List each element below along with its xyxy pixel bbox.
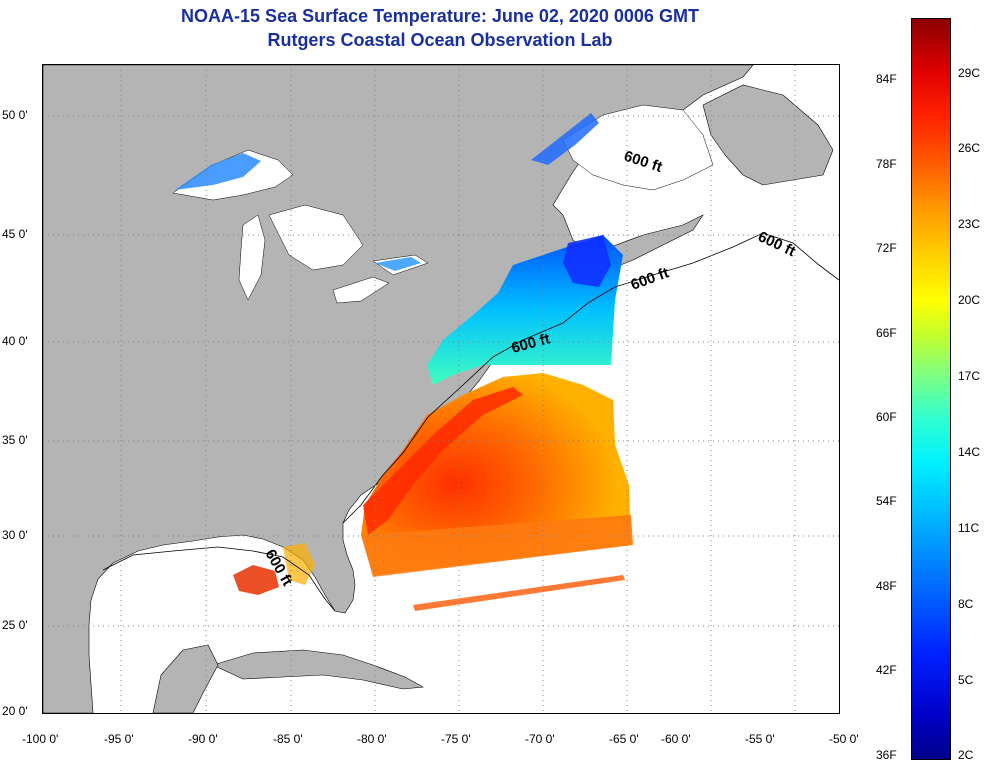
sst-map-canvas: 600 ft 600 ft 600 ft 600 ft 600 ft [43,65,839,713]
colorbar-c-label: 2C [958,748,974,762]
map-subtitle: Rutgers Coastal Ocean Observation Lab [267,30,613,50]
lat-label: 20 0' [2,704,28,718]
lat-label: 45 0' [2,227,28,241]
lat-label: 40 0' [2,334,28,348]
lon-label: -80 0' [357,732,387,746]
colorbar-f-label: 60F [876,410,897,424]
lat-label: 35 0' [2,433,28,447]
contour-label: 600 ft [755,228,798,260]
sst-gulf-stream [363,387,523,535]
land-cuba [212,649,424,690]
lon-label: -75 0' [441,732,471,746]
colorbar-f-label: 48F [876,579,897,593]
lon-label: -50 0' [829,732,859,746]
colorbar-f-label: 54F [876,494,897,508]
colorbar-c-label: 14C [958,445,981,459]
lake-michigan [238,214,266,301]
colorbar-c-label: 11C [958,521,980,535]
sst-map[interactable]: 600 ft 600 ft 600 ft 600 ft 600 ft [42,64,840,714]
lon-label: -70 0' [525,732,555,746]
sst-swath-south [361,515,633,577]
lon-label: -55 0' [745,732,775,746]
st-lawrence-sst [531,113,599,165]
lake-huron [268,204,364,271]
colorbar-c-label: 29C [958,66,981,80]
lake-ontario-sst [375,257,421,271]
colorbar-f-label: 66F [876,326,897,340]
colorbar-c-label: 8C [958,597,974,611]
colorbar-c-label: 26C [958,141,981,155]
colorbar-c-label: 17C [958,369,981,383]
lon-label: -95 0' [104,732,134,746]
lon-label: -90 0' [188,732,218,746]
temperature-colorbar [911,18,951,760]
lat-label: 25 0' [2,618,28,632]
lat-label: 30 0' [2,528,28,542]
graticule [43,65,839,713]
sst-gulf-mexico [233,565,279,595]
colorbar-f-label: 78F [876,157,897,171]
lon-label: -60 0' [661,732,691,746]
colorbar-c-label: 23C [958,217,981,231]
sst-gulf-of-maine [563,235,611,287]
colorbar-c-label: 20C [958,293,981,307]
lon-label: -85 0' [273,732,303,746]
lon-label: -65 0' [609,732,639,746]
lat-label: 50 0' [2,108,28,122]
sst-gulf-mexico-b [283,543,315,585]
lake-erie [332,276,390,304]
lon-label: -100 0' [22,732,59,746]
colorbar-f-label: 36F [876,748,897,762]
colorbar-c-label: 5C [958,673,974,687]
isobath-600ft [102,546,336,612]
lake-superior-sst [175,153,261,190]
gulf-st-lawrence [562,104,714,191]
map-title: NOAA-15 Sea Surface Temperature: June 02… [181,6,699,26]
colorbar-f-label: 72F [876,241,897,255]
colorbar-f-label: 42F [876,663,897,677]
colorbar-f-label: 84F [876,72,897,86]
sst-strip [413,575,625,611]
land-newfoundland [702,84,834,186]
contour-label: 600 ft [629,264,672,293]
land-yucatan [152,644,219,713]
